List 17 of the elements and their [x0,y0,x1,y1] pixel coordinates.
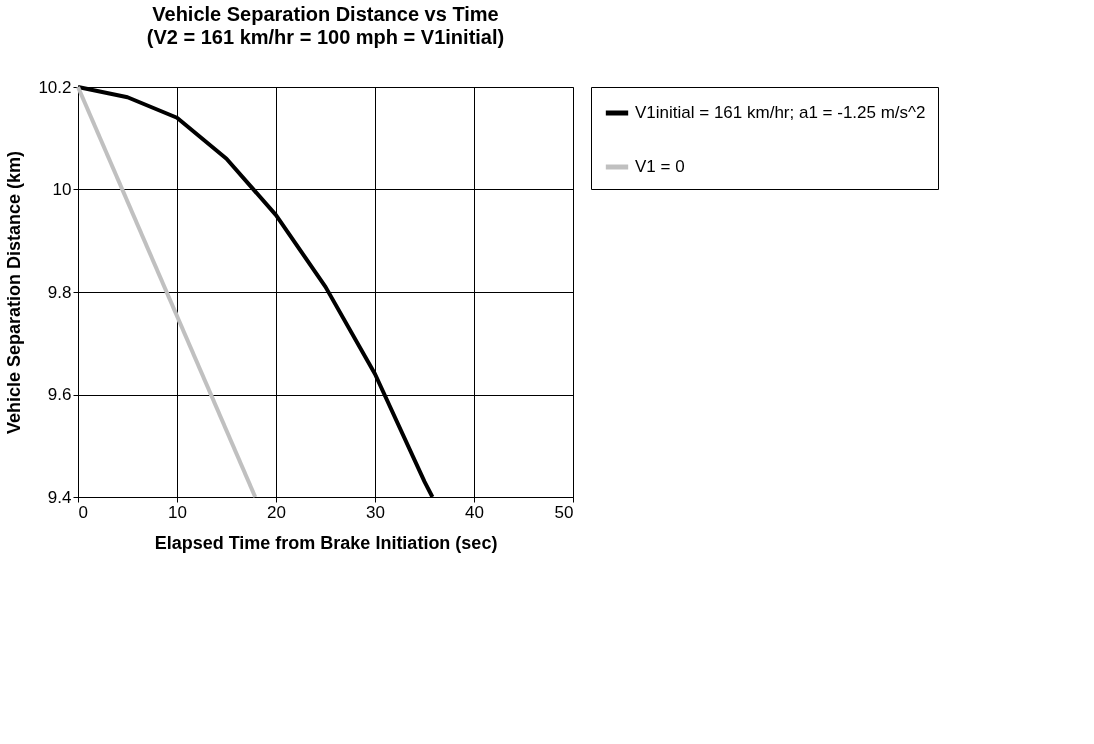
legend-label: V1 = 0 [635,157,685,176]
x-tick-label: 20 [267,502,286,522]
y-tick-label: 9.6 [47,385,72,404]
y-axis-title: Vehicle Separation Distance (km) [4,150,25,435]
y-tick-label: 10.2 [38,77,72,97]
x-tick-label: 0 [78,502,88,522]
chart-subtitle: (V2 = 161 km/hr = 100 mph = V1initial) [146,26,505,48]
y-tick-label: 9.4 [47,487,72,507]
chart-title: Vehicle Separation Distance vs Time [152,3,499,25]
y-tick-label: 9.8 [47,282,72,302]
y-tick-label: 10 [52,180,72,199]
x-tick-label: 50 [554,502,574,522]
x-axis-title: Elapsed Time from Brake Initiation (sec) [154,532,498,553]
legend-label: V1initial = 161 km/hr; a1 = -1.25 m/s^2 [635,103,926,122]
x-tick-label: 10 [168,502,187,522]
x-tick-label: 40 [465,502,484,522]
x-tick-label: 30 [366,502,385,522]
